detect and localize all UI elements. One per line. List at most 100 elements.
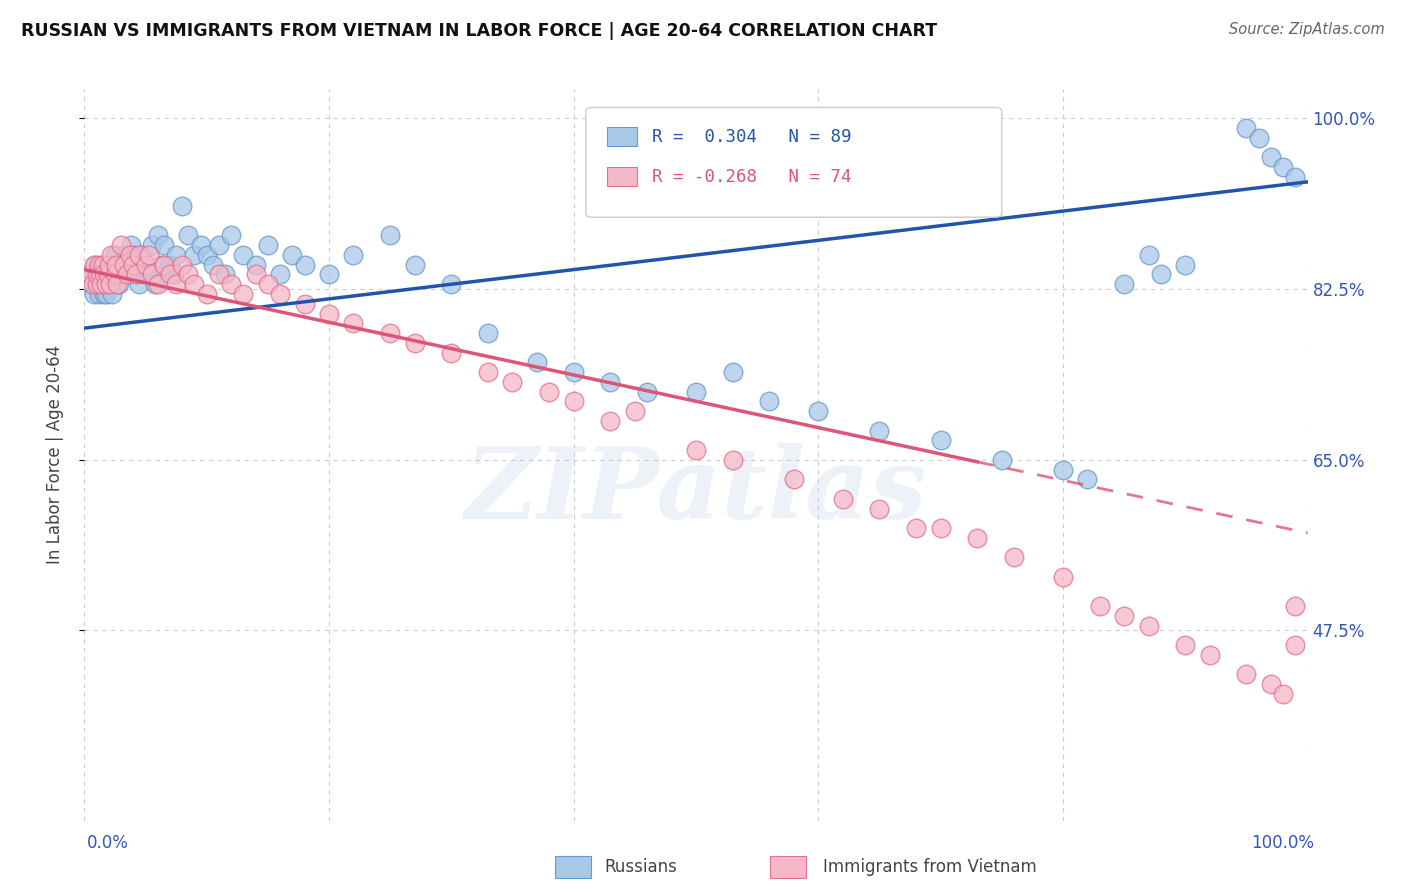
Point bbox=[269, 268, 291, 282]
Point bbox=[318, 306, 340, 320]
Point bbox=[128, 248, 150, 262]
Point bbox=[1052, 462, 1074, 476]
Point bbox=[115, 258, 138, 272]
Point bbox=[120, 238, 142, 252]
Point bbox=[138, 248, 160, 262]
Point bbox=[86, 268, 108, 282]
Point bbox=[1236, 667, 1258, 681]
Point bbox=[83, 258, 105, 272]
Point bbox=[685, 384, 707, 399]
Text: 100.0%: 100.0% bbox=[1251, 834, 1315, 852]
Point bbox=[93, 287, 115, 301]
Point bbox=[122, 248, 145, 262]
Point bbox=[1088, 599, 1111, 613]
Point bbox=[1260, 677, 1282, 691]
Point bbox=[107, 277, 129, 292]
Point bbox=[118, 268, 141, 282]
Point bbox=[82, 277, 104, 292]
Point bbox=[87, 287, 110, 301]
Point bbox=[538, 384, 561, 399]
FancyBboxPatch shape bbox=[606, 168, 637, 186]
Point bbox=[294, 297, 316, 311]
Point bbox=[183, 277, 205, 292]
Point bbox=[1114, 608, 1136, 623]
Point bbox=[1236, 121, 1258, 136]
Point bbox=[440, 277, 463, 292]
Point bbox=[91, 277, 114, 292]
Point bbox=[84, 258, 107, 272]
FancyBboxPatch shape bbox=[606, 128, 637, 145]
Point bbox=[124, 258, 146, 272]
Point bbox=[1137, 618, 1160, 632]
Point bbox=[90, 268, 112, 282]
Point bbox=[526, 355, 548, 369]
Point bbox=[404, 258, 426, 272]
Point bbox=[141, 268, 163, 282]
Point bbox=[135, 258, 157, 272]
Point bbox=[624, 404, 647, 418]
Text: RUSSIAN VS IMMIGRANTS FROM VIETNAM IN LABOR FORCE | AGE 20-64 CORRELATION CHART: RUSSIAN VS IMMIGRANTS FROM VIETNAM IN LA… bbox=[21, 22, 938, 40]
Text: Source: ZipAtlas.com: Source: ZipAtlas.com bbox=[1229, 22, 1385, 37]
Point bbox=[1247, 131, 1270, 145]
Point bbox=[1137, 248, 1160, 262]
Point bbox=[118, 248, 141, 262]
Point bbox=[159, 258, 181, 272]
Point bbox=[1114, 277, 1136, 292]
Point bbox=[146, 277, 169, 292]
Point bbox=[869, 501, 891, 516]
Point bbox=[1284, 169, 1306, 184]
Point bbox=[110, 238, 132, 252]
Point bbox=[86, 277, 108, 292]
Point bbox=[89, 277, 111, 292]
Point bbox=[91, 258, 114, 272]
Point bbox=[758, 394, 780, 409]
Point bbox=[172, 199, 194, 213]
Point bbox=[115, 268, 138, 282]
Point bbox=[163, 268, 186, 282]
Point bbox=[131, 248, 153, 262]
Point bbox=[125, 268, 148, 282]
Point bbox=[342, 316, 364, 330]
Point bbox=[1198, 648, 1220, 662]
Text: R = -0.268   N = 74: R = -0.268 N = 74 bbox=[652, 168, 852, 186]
Point bbox=[991, 452, 1014, 467]
Point bbox=[1076, 472, 1098, 486]
Point bbox=[905, 521, 928, 535]
Point bbox=[318, 268, 340, 282]
Text: Immigrants from Vietnam: Immigrants from Vietnam bbox=[823, 858, 1036, 876]
Point bbox=[232, 248, 254, 262]
Point bbox=[112, 258, 135, 272]
Point bbox=[105, 277, 128, 292]
Point bbox=[269, 287, 291, 301]
Point bbox=[807, 404, 830, 418]
Point bbox=[165, 248, 187, 262]
Point bbox=[111, 268, 134, 282]
Point bbox=[404, 335, 426, 350]
Point bbox=[380, 326, 402, 340]
Point bbox=[98, 277, 121, 292]
Point bbox=[100, 277, 122, 292]
Point bbox=[89, 268, 111, 282]
Point bbox=[177, 228, 200, 243]
Point bbox=[721, 452, 744, 467]
Point bbox=[929, 434, 952, 448]
Text: R =  0.304   N = 89: R = 0.304 N = 89 bbox=[652, 128, 852, 145]
Point bbox=[82, 268, 104, 282]
Point bbox=[232, 287, 254, 301]
Point bbox=[477, 365, 499, 379]
Point bbox=[245, 258, 267, 272]
Point bbox=[97, 277, 120, 292]
Point bbox=[91, 258, 114, 272]
Point bbox=[342, 248, 364, 262]
Point bbox=[97, 268, 120, 282]
Point bbox=[294, 258, 316, 272]
Point bbox=[195, 287, 218, 301]
Point bbox=[90, 277, 112, 292]
Point bbox=[1174, 638, 1197, 652]
Point bbox=[1260, 151, 1282, 165]
Text: Russians: Russians bbox=[605, 858, 678, 876]
Point bbox=[101, 287, 124, 301]
Point bbox=[721, 365, 744, 379]
Point bbox=[94, 277, 117, 292]
Point bbox=[380, 228, 402, 243]
